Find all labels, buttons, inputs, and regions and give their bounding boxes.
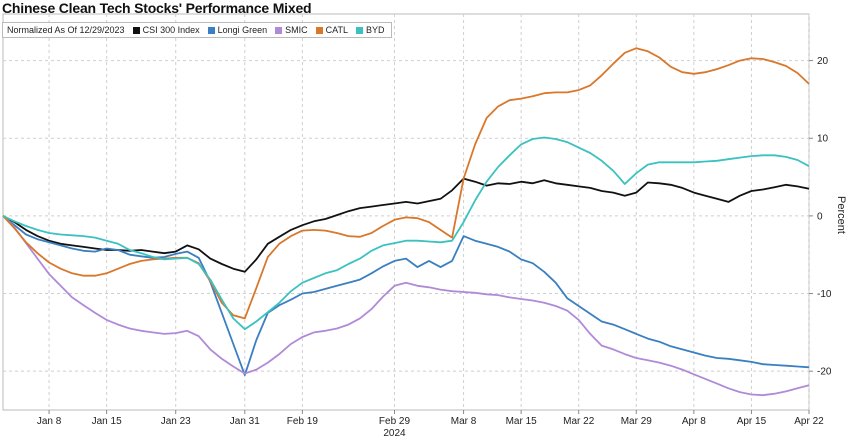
legend-label: CSI 300 Index — [142, 25, 200, 35]
y-tick-label: 0 — [817, 211, 823, 222]
legend-swatch — [315, 26, 323, 34]
series-lines — [2, 47, 810, 397]
x-tick-label: Mar 15 — [506, 416, 538, 427]
y-axis: 20 10 0 -10 -20 — [809, 56, 832, 378]
series-line-catl — [2, 47, 810, 320]
legend-label: Longi Green — [217, 25, 268, 35]
y-axis-label: Percent — [835, 196, 847, 234]
y-tick-label: -20 — [817, 367, 832, 378]
x-tick-label: Jan 31 — [230, 416, 260, 427]
series-line-longi-green — [2, 215, 810, 377]
gridlines — [2, 13, 810, 411]
x-tick-label: Apr 8 — [682, 416, 706, 427]
x-tick-label: Mar 8 — [451, 416, 477, 427]
y-tick-label: 20 — [817, 56, 829, 67]
y-tick-label: 10 — [817, 134, 829, 145]
legend-swatch — [207, 26, 215, 34]
legend-swatch — [275, 26, 283, 34]
x-tick-label: Apr 15 — [737, 416, 767, 427]
x-tick-label: Jan 23 — [161, 416, 191, 427]
y-tick-label: -10 — [817, 289, 832, 300]
x-tick-label: Feb 29 — [379, 416, 411, 427]
legend-subtitle: Normalized As Of 12/29/2023 — [7, 25, 125, 35]
legend: Normalized As Of 12/29/2023 CSI 300 Inde… — [2, 22, 392, 38]
series-line-byd — [2, 136, 810, 331]
legend-swatch — [356, 26, 364, 34]
series-line-csi-300-index — [2, 177, 810, 273]
x-axis: Jan 8 Jan 15 Jan 23 Jan 31 Feb 19 Feb 29 Mar 8… — [37, 410, 824, 439]
x-tick-label: Jan 8 — [37, 416, 62, 427]
legend-items: CSI 300 Index Longi Green SMIC CATL BYD — [132, 25, 385, 35]
legend-label: SMIC — [285, 25, 308, 35]
legend-item: CSI 300 Index — [132, 25, 200, 35]
legend-item: CATL — [315, 25, 349, 35]
legend-label: BYD — [366, 25, 385, 35]
legend-item: BYD — [356, 25, 385, 35]
chart-title: Chinese Clean Tech Stocks' Performance M… — [2, 0, 312, 16]
legend-swatch — [132, 26, 140, 34]
x-tick-label: Jan 15 — [92, 416, 122, 427]
legend-item: SMIC — [275, 25, 308, 35]
x-tick-label: Mar 22 — [563, 416, 595, 427]
x-tick-label: Mar 29 — [621, 416, 653, 427]
legend-item: Longi Green — [207, 25, 268, 35]
x-year-label: 2024 — [383, 428, 406, 439]
legend-label: CATL — [325, 25, 349, 35]
x-tick-label: Apr 22 — [794, 416, 824, 427]
series-line-smic — [2, 215, 810, 397]
x-tick-label: Feb 19 — [287, 416, 319, 427]
